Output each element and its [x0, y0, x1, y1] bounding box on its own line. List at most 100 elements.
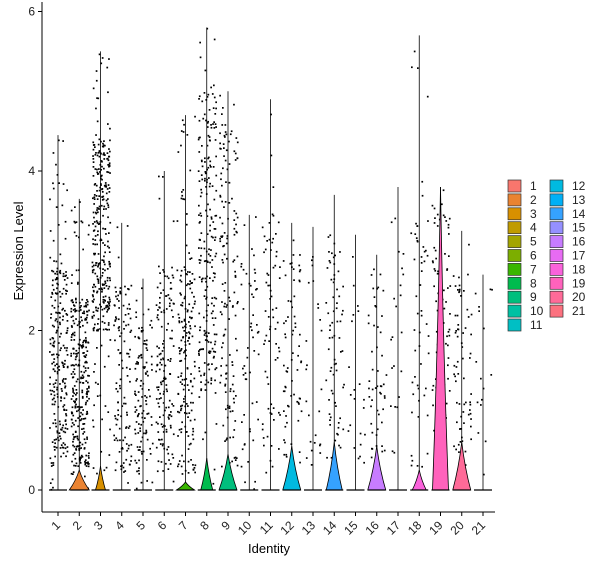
jitter-point: [96, 168, 98, 171]
jitter-point: [416, 225, 419, 227]
jitter-point: [64, 220, 67, 223]
jitter-point: [83, 312, 86, 315]
jitter-point: [74, 435, 77, 438]
jitter-point: [457, 289, 459, 291]
jitter-point: [436, 225, 439, 227]
jitter-point: [459, 441, 462, 443]
jitter-point: [85, 339, 87, 342]
jitter-point: [127, 288, 129, 290]
x-tick-label-3: 3: [91, 518, 106, 533]
jitter-point: [212, 221, 215, 223]
legend-key-3: [507, 207, 522, 221]
jitter-point: [140, 423, 143, 426]
jitter-point: [98, 195, 100, 197]
jitter-point: [212, 482, 215, 485]
jitter-point: [335, 405, 337, 407]
jitter-point: [70, 472, 73, 475]
jitter-point: [162, 358, 165, 361]
jitter-point: [219, 132, 221, 135]
jitter-point: [468, 243, 470, 246]
jitter-point: [151, 369, 153, 371]
jitter-point: [94, 285, 97, 288]
jitter-point: [160, 423, 163, 426]
jitter-point: [368, 380, 371, 382]
jitter-point: [263, 343, 265, 345]
jitter-point: [82, 423, 84, 425]
jitter-point: [95, 264, 97, 267]
jitter-point: [209, 160, 212, 163]
jitter-point: [178, 317, 181, 319]
jitter-point: [79, 326, 82, 328]
jitter-point: [98, 150, 101, 152]
jitter-point: [292, 254, 295, 256]
jitter-point: [83, 339, 86, 342]
jitter-point: [199, 212, 202, 215]
jitter-point: [92, 148, 95, 151]
jitter-point: [114, 415, 116, 417]
jitter-point: [199, 348, 201, 351]
jitter-point: [413, 50, 416, 53]
jitter-point: [60, 332, 62, 335]
jitter-point: [423, 394, 426, 397]
jitter-point: [165, 308, 168, 310]
jitter-point: [286, 367, 289, 369]
jitter-point: [79, 456, 82, 459]
jitter-point: [96, 472, 98, 475]
jitter-point: [267, 316, 270, 318]
jitter-point: [64, 382, 66, 385]
jitter-point: [335, 307, 338, 310]
jitter-point: [203, 260, 206, 263]
jitter-point: [236, 302, 239, 305]
jitter-point: [65, 409, 68, 411]
legend-label-7: 7: [530, 262, 537, 276]
jitter-point: [104, 185, 107, 188]
jitter-point: [81, 456, 84, 458]
legend-label-11: 11: [530, 318, 543, 332]
jitter-point: [100, 344, 103, 347]
jitter-point: [275, 250, 278, 253]
jitter-point: [104, 282, 107, 285]
jitter-point: [106, 188, 109, 190]
jitter-point: [411, 66, 413, 69]
jitter-point: [65, 289, 67, 292]
jitter-point: [58, 365, 60, 368]
jitter-point: [377, 326, 379, 328]
jitter-point: [317, 307, 320, 309]
x-tick-label-14: 14: [320, 518, 340, 538]
jitter-point: [455, 330, 457, 332]
jitter-point: [101, 188, 103, 191]
jitter-point: [84, 317, 87, 320]
jitter-point: [272, 316, 275, 319]
jitter-point: [222, 334, 225, 337]
jitter-point: [194, 325, 196, 328]
jitter-point: [115, 291, 117, 293]
jitter-point: [284, 441, 286, 444]
jitter-point: [362, 407, 365, 409]
jitter-point: [87, 374, 89, 377]
jitter-point: [50, 296, 53, 298]
jitter-point: [55, 206, 58, 208]
jitter-point: [119, 384, 121, 387]
jitter-point: [199, 221, 201, 223]
jitter-point: [183, 123, 185, 126]
jitter-point: [161, 444, 164, 447]
jitter-point: [58, 420, 61, 423]
jitter-point: [98, 138, 101, 141]
jitter-point: [294, 326, 297, 328]
jitter-point: [235, 212, 238, 215]
jitter-point: [212, 123, 214, 125]
jitter-point: [183, 460, 185, 463]
jitter-point: [101, 178, 103, 181]
jitter-point: [240, 263, 243, 265]
jitter-point: [101, 196, 103, 198]
jitter-point: [56, 430, 59, 432]
jitter-point: [207, 134, 210, 137]
jitter-point: [179, 279, 182, 282]
jitter-point: [51, 354, 53, 356]
jitter-point: [417, 416, 420, 418]
jitter-point: [211, 266, 213, 268]
jitter-point: [75, 398, 78, 400]
jitter-point: [187, 271, 189, 273]
jitter-point: [336, 302, 338, 304]
x-axis-title: Identity: [248, 541, 290, 556]
